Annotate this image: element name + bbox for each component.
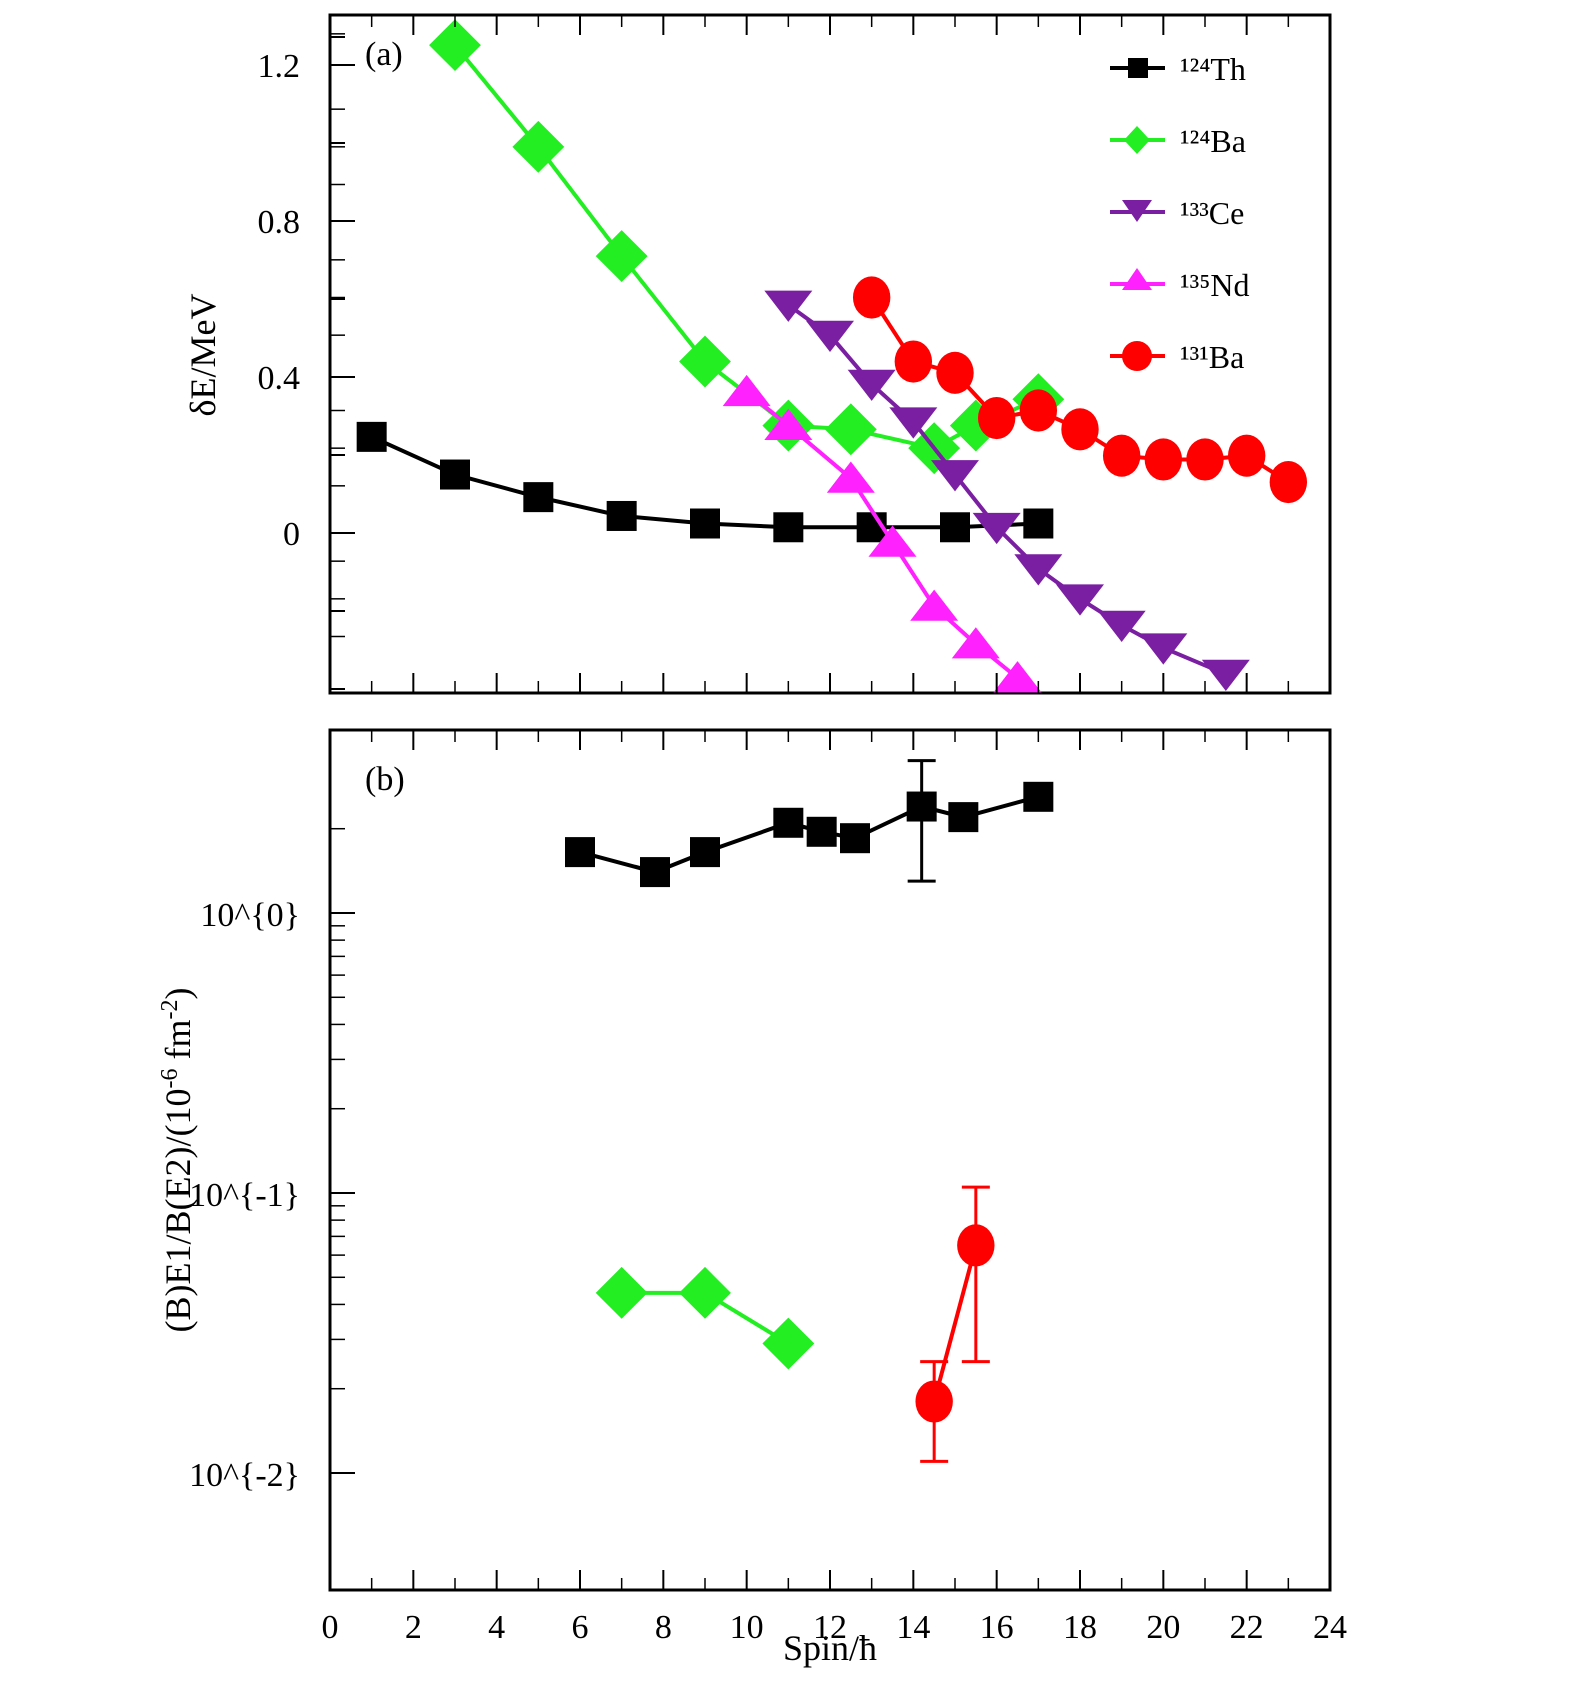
224Th-a-point-8[interactable] <box>1023 509 1053 539</box>
131Ba-a-point-0[interactable] <box>853 276 890 318</box>
224Th-a-point-2[interactable] <box>523 482 553 512</box>
legend-label-124Ba: ¹²⁴Ba <box>1180 123 1246 159</box>
131Ba-a-point-8[interactable] <box>1186 438 1223 480</box>
panel-b-ylabel: (B)E1/B(E2)/(10-6 fm-2) <box>157 988 198 1333</box>
131Ba-a-point-3[interactable] <box>978 397 1015 439</box>
chart-figure: 0 0.4 0.8 1.2 (a) δE/MeV ¹²⁴Th ¹²⁴Ba <box>0 0 1575 1693</box>
224Th-a-point-4[interactable] <box>690 509 720 539</box>
legend-label-224Th: ¹²⁴Th <box>1180 51 1246 87</box>
xtick-label-4: 4 <box>488 1609 505 1646</box>
xtick-label-0: 0 <box>322 1609 339 1646</box>
131Ba-a-point-4[interactable] <box>1020 389 1057 431</box>
legend-label-135Nd: ¹³⁵Nd <box>1180 267 1249 303</box>
xtick-label-8: 8 <box>655 1609 672 1646</box>
xtick-label-20: 20 <box>1146 1609 1180 1646</box>
xtick-label-22: 22 <box>1230 1609 1264 1646</box>
131Ba-a-point-5[interactable] <box>1061 408 1098 450</box>
panel-a-ytick-0: 0 <box>283 516 300 553</box>
xtick-label-10: 10 <box>730 1609 764 1646</box>
224Th-b-point-0[interactable] <box>565 837 595 867</box>
xtick-label-18: 18 <box>1063 1609 1097 1646</box>
panel-a-ylabel: δE/MeV <box>183 294 223 417</box>
224Th-a-point-1[interactable] <box>440 460 470 490</box>
131Ba-a-point-6[interactable] <box>1103 435 1140 477</box>
legend-label-131Ba: ¹³¹Ba <box>1180 339 1244 375</box>
224Th-b-point-3[interactable] <box>773 808 803 838</box>
224Th-a-point-5[interactable] <box>773 512 803 542</box>
xaxis-title: Spin/ħ <box>783 1628 877 1668</box>
panel-b-ytick-2: 10^{-2} <box>189 1457 300 1494</box>
131Ba-a-point-1[interactable] <box>895 340 932 382</box>
224Th-b-point-5[interactable] <box>840 823 870 853</box>
panel-b-ytick-1: 10^{-1} <box>189 1177 300 1214</box>
xtick-label-6: 6 <box>572 1609 589 1646</box>
224Th-b-point-1[interactable] <box>640 857 670 887</box>
131Ba-a-point-2[interactable] <box>936 352 973 394</box>
panel-b-label: (b) <box>365 761 405 798</box>
xtick-label-2: 2 <box>405 1609 422 1646</box>
xtick-label-24: 24 <box>1313 1609 1347 1646</box>
legend-label-133Ce: ¹³³Ce <box>1180 195 1244 231</box>
224Th-b-point-2[interactable] <box>690 837 720 867</box>
xtick-label-14: 14 <box>896 1609 930 1646</box>
panel-a-label: (a) <box>365 36 403 73</box>
131Ba-a-point-10[interactable] <box>1270 461 1307 503</box>
224Th-a-point-7[interactable] <box>940 512 970 542</box>
224Th-a-point-0[interactable] <box>357 422 387 452</box>
panel-a-ytick-08: 0.8 <box>258 204 301 241</box>
224Th-b-point-8[interactable] <box>1023 782 1053 812</box>
224Th-b-point-4[interactable] <box>807 817 837 847</box>
131Ba-a-point-9[interactable] <box>1228 435 1265 477</box>
panel-a-ytick-04: 0.4 <box>258 360 301 397</box>
panel-a-ytick-12: 1.2 <box>258 48 301 85</box>
xtick-label-16: 16 <box>980 1609 1014 1646</box>
131Ba-a-point-7[interactable] <box>1145 438 1182 480</box>
chart-svg: 0 0.4 0.8 1.2 (a) δE/MeV ¹²⁴Th ¹²⁴Ba <box>0 0 1575 1693</box>
224Th-b-point-7[interactable] <box>948 802 978 832</box>
224Th-a-point-3[interactable] <box>607 501 637 531</box>
chart-background <box>0 0 1575 1693</box>
panel-b-ytick-0: 10^{0} <box>200 897 300 934</box>
